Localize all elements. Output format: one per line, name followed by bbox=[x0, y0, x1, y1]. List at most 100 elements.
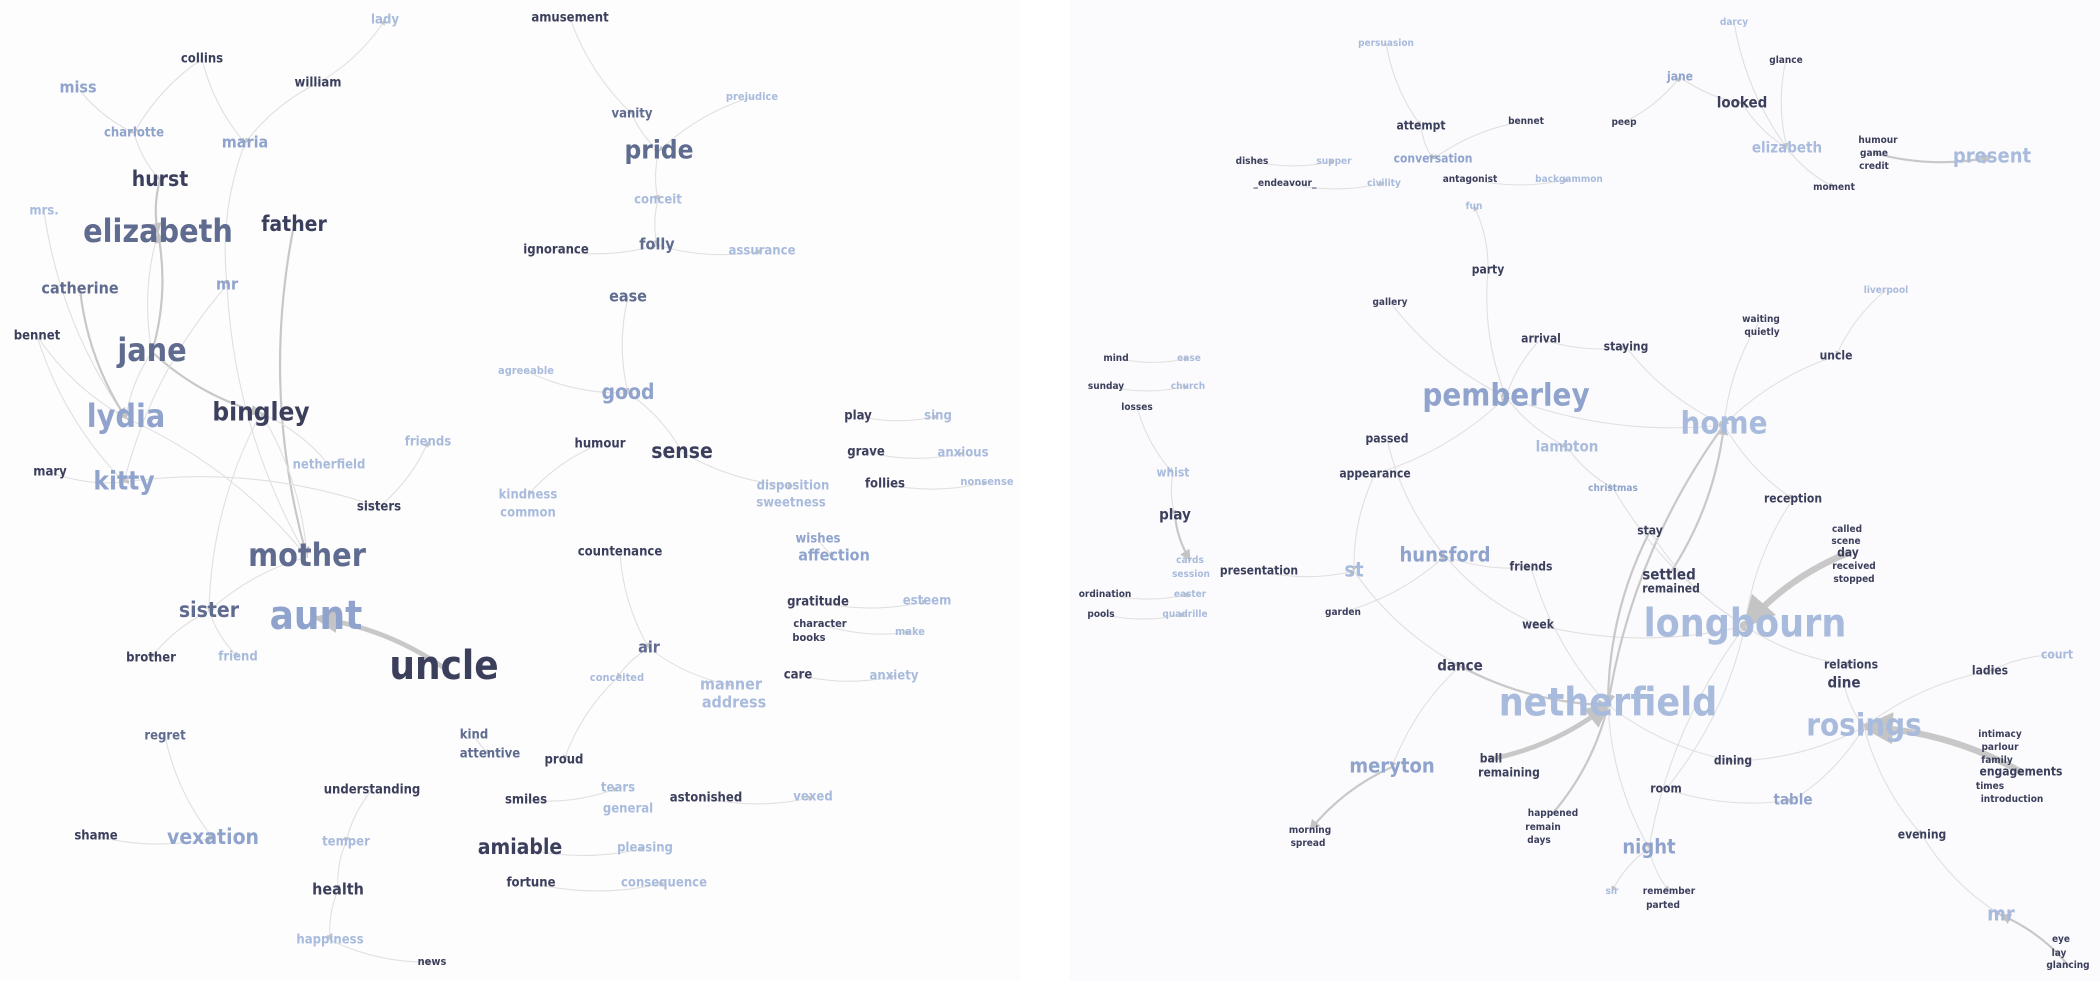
word-node-party: party bbox=[1472, 263, 1505, 277]
word-node-called: called bbox=[1832, 524, 1862, 535]
word-node-session: session bbox=[1172, 569, 1210, 580]
edge-astonished-vexed bbox=[705, 795, 814, 805]
edge-night-sir bbox=[1611, 847, 1650, 892]
word-node-astonished: astonished bbox=[670, 791, 742, 806]
word-node-follies: follies bbox=[865, 477, 905, 492]
word-node-countenance: countenance bbox=[578, 545, 663, 560]
word-node-vanity: vanity bbox=[611, 107, 652, 122]
word-node-ease-r: ease bbox=[1177, 353, 1201, 364]
word-node-netherfield: netherfield bbox=[293, 458, 366, 473]
word-node-remaining: remaining bbox=[1478, 766, 1540, 780]
edge-longbourn-relations bbox=[1744, 625, 1852, 668]
word-node-credit: credit bbox=[1859, 161, 1889, 172]
edge-catherine-lydia bbox=[78, 287, 128, 420]
word-node-happiness: happiness bbox=[296, 933, 363, 948]
word-node-manner: manner bbox=[700, 675, 763, 694]
word-node-pemberley: pemberley bbox=[1422, 378, 1589, 414]
word-node-bennet-r: bennet bbox=[1508, 116, 1544, 127]
word-node-remain: remain bbox=[1525, 822, 1560, 833]
word-node-kind: kind bbox=[460, 728, 488, 743]
word-node-remained: remained bbox=[1642, 582, 1700, 596]
word-node-amusement: amusement bbox=[531, 11, 609, 26]
edge-mother-bingley bbox=[260, 412, 308, 558]
edge-amusement-vanity bbox=[569, 17, 633, 115]
edge-evening-mr_r bbox=[1921, 834, 2002, 916]
word-node-backgammon: backgammon bbox=[1535, 174, 1603, 185]
word-node-folly: folly bbox=[639, 235, 675, 254]
edge-looked-elizabeth_r bbox=[1741, 102, 1788, 149]
edge-sister-friend bbox=[208, 610, 239, 658]
word-node-catherine: catherine bbox=[41, 279, 118, 298]
word-node-waiting: waiting bbox=[1742, 314, 1780, 325]
edge-hunsford-friends_r bbox=[1444, 555, 1532, 571]
word-node-wishes: wishes bbox=[796, 532, 841, 547]
word-node-mrs: mrs. bbox=[29, 204, 58, 219]
word-node-garden: garden bbox=[1325, 607, 1361, 618]
edge-engagements-rosings bbox=[1860, 712, 2025, 776]
edge-bennet-kitty bbox=[36, 335, 125, 483]
edge-glancing-mr_r bbox=[1999, 913, 2070, 967]
word-node-morning: morning bbox=[1289, 825, 1331, 836]
edge-appearance-pemberley bbox=[1374, 396, 1507, 475]
panel-right-background bbox=[1070, 0, 2100, 981]
edge-temper-health bbox=[334, 841, 347, 891]
word-node-week: week bbox=[1522, 618, 1555, 632]
edge-hunsford-week bbox=[1444, 555, 1539, 626]
word-node-regret: regret bbox=[144, 729, 186, 744]
edge-week-longbourn bbox=[1537, 624, 1746, 639]
word-node-humour-r: humour bbox=[1858, 135, 1898, 146]
edge-elizabeth_r-moment bbox=[1786, 147, 1835, 188]
word-node-collins: collins bbox=[181, 52, 223, 67]
edge-air-conceited bbox=[616, 647, 650, 679]
edge-arrival-pemberley bbox=[1504, 338, 1542, 398]
word-node-intimacy: intimacy bbox=[1978, 729, 2022, 740]
word-node-sister: sister bbox=[179, 598, 240, 622]
word-node-glancing: glancing bbox=[2046, 960, 2089, 971]
word-node-lydia: lydia bbox=[87, 397, 166, 435]
word-node-st: st bbox=[1344, 558, 1364, 582]
word-node-room: room bbox=[1650, 782, 1681, 796]
panel-left-nodes: lady collins william miss charlotte maria hurs… bbox=[14, 11, 1014, 969]
word-node-lambton: lambton bbox=[1536, 438, 1599, 456]
word-node-father: father bbox=[261, 212, 327, 236]
word-node-stopped: stopped bbox=[1833, 574, 1874, 585]
edge-understanding-temper bbox=[344, 789, 373, 843]
edge-endeavour-civility bbox=[1284, 181, 1385, 190]
word-node-eye: eye bbox=[2052, 934, 2070, 945]
word-node-home: home bbox=[1680, 406, 1767, 442]
edge-sunday-church bbox=[1105, 384, 1189, 392]
word-node-elizabeth: elizabeth bbox=[83, 212, 233, 250]
edge-netherfield-bingley bbox=[260, 412, 330, 466]
edge-room-table bbox=[1665, 788, 1794, 804]
word-node-glance: glance bbox=[1769, 55, 1802, 66]
word-node-sir: sir bbox=[1606, 886, 1619, 897]
edge-whist-play_r bbox=[1170, 472, 1177, 516]
word-node-air: air bbox=[638, 638, 661, 657]
word-node-agreeable: agreeable bbox=[498, 364, 554, 377]
word-node-netherfield-r: netherfield bbox=[1499, 681, 1718, 726]
edge-glance-elizabeth_r bbox=[1780, 59, 1789, 149]
edge-uncle-aunt bbox=[313, 609, 447, 671]
word-node-attempt: attempt bbox=[1396, 119, 1445, 133]
edge-conceit-folly bbox=[653, 199, 659, 246]
word-node-anxious: anxious bbox=[937, 446, 988, 461]
word-node-lady: lady bbox=[371, 13, 399, 28]
word-node-assurance: assurance bbox=[729, 244, 796, 259]
word-node-ladies: ladies bbox=[1972, 664, 2008, 678]
edge-dining-rosings bbox=[1732, 726, 1865, 762]
edge-ignorance-folly bbox=[555, 243, 658, 255]
word-node-antagonist: antagonist bbox=[1443, 174, 1498, 185]
panel-left-word-graph: lady collins william miss charlotte maria hurs… bbox=[14, 11, 1014, 969]
edge-vanity-pride bbox=[631, 113, 660, 152]
edge-jane_r-looked bbox=[1679, 76, 1743, 105]
word-node-presentation: presentation bbox=[1220, 564, 1298, 578]
word-node-character: character bbox=[793, 617, 846, 630]
word-node-miss: miss bbox=[59, 78, 96, 97]
edge-wishes-affection bbox=[817, 538, 835, 557]
edge-passed-hunsford bbox=[1386, 438, 1446, 557]
word-node-meryton: meryton bbox=[1349, 754, 1434, 778]
edge-netherfield_r-night bbox=[1607, 704, 1650, 849]
edge-mind-ease_r bbox=[1115, 356, 1190, 363]
word-node-court: court bbox=[2041, 648, 2073, 662]
